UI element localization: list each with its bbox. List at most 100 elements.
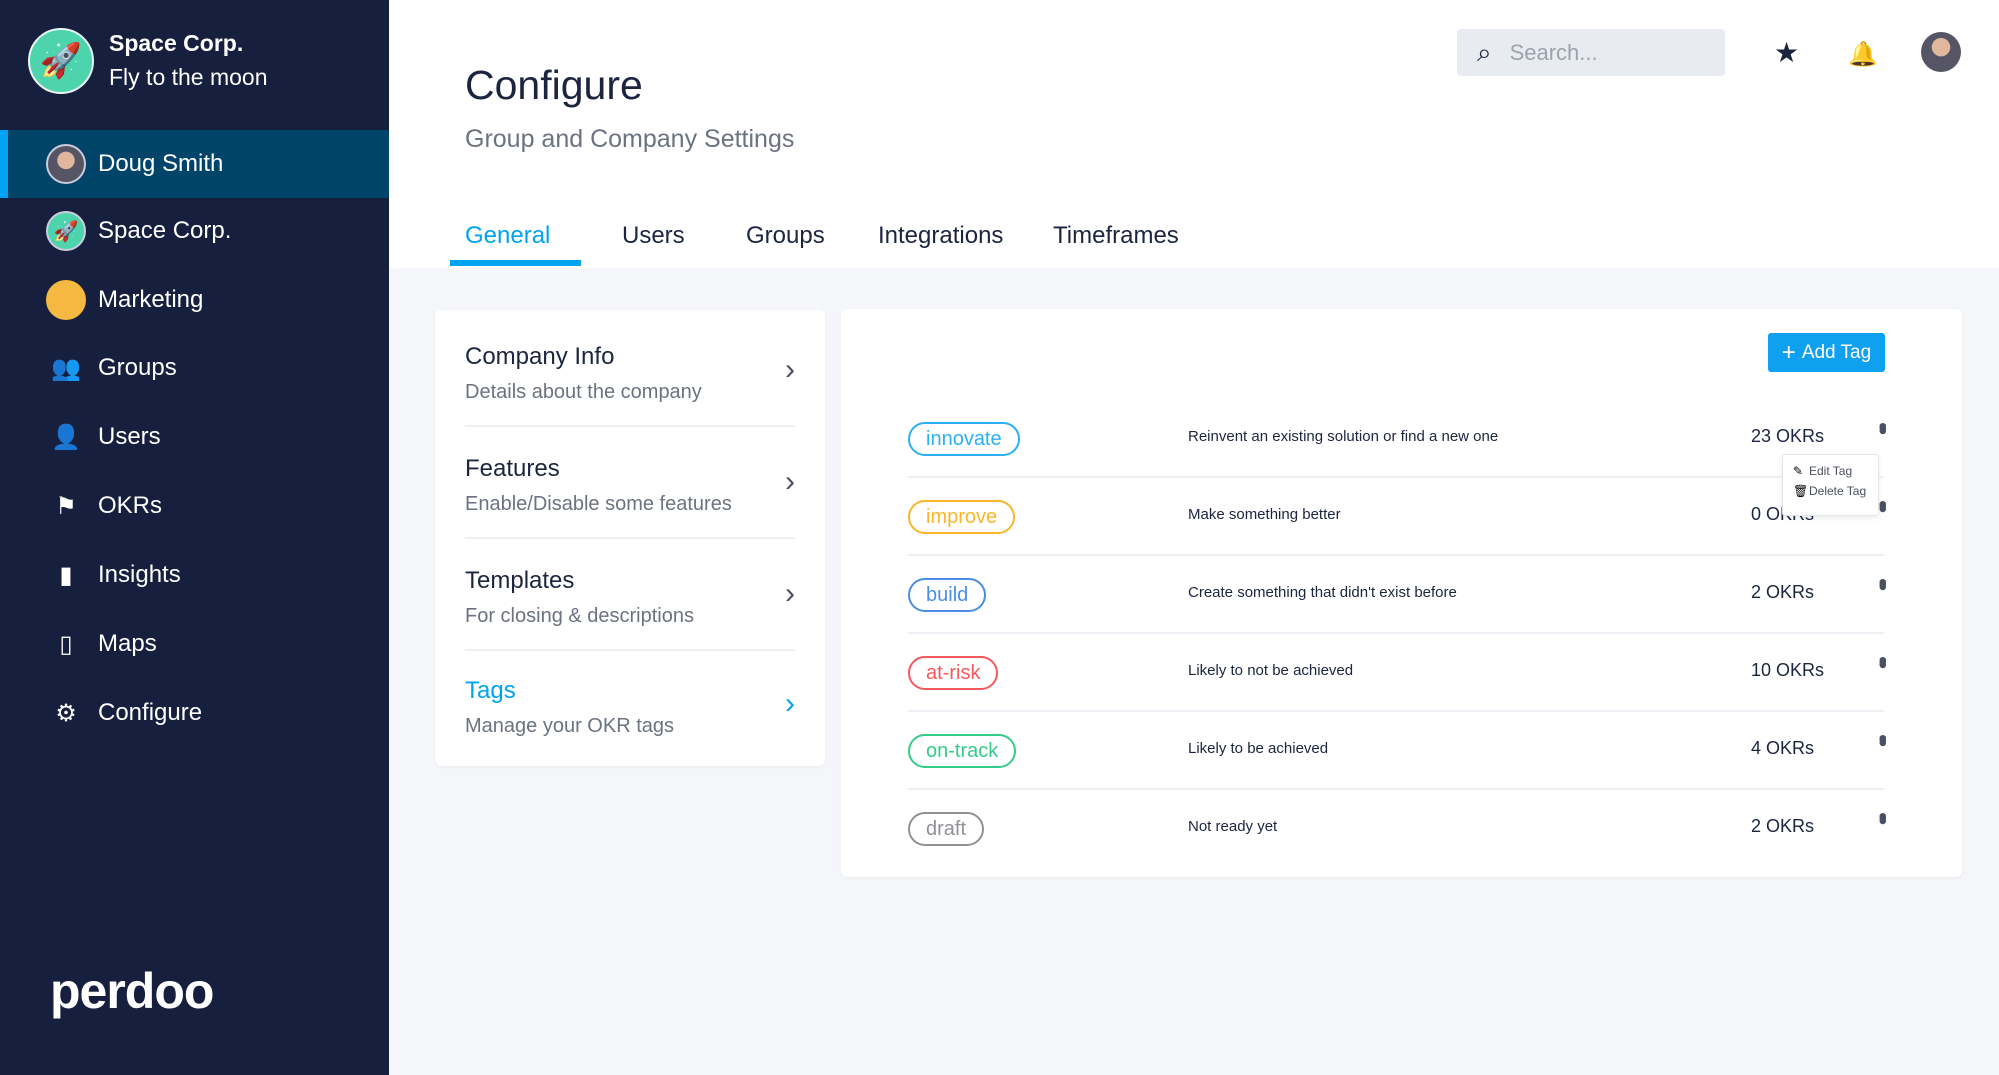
sidebar-item-maps[interactable]: ▯ Maps — [0, 610, 389, 678]
sidebar-item-label: OKRs — [98, 492, 163, 519]
settings-item-subtitle: Manage your OKR tags — [465, 715, 674, 737]
sidebar-item-label: Maps — [98, 630, 157, 657]
tag-pill[interactable]: draft — [908, 812, 985, 846]
sidebar-item-configure[interactable]: ⚙ Configure — [0, 679, 389, 747]
tag-row: improve Make something better 0 OKRs ••• — [908, 478, 1896, 556]
sidebar-item-okrs[interactable]: ⚑ OKRs — [0, 472, 389, 540]
more-options-icon[interactable]: ••• — [1869, 578, 1896, 586]
sidebar: 🚀 Space Corp. Fly to the moon Doug Smith… — [0, 0, 389, 1075]
tab-users[interactable]: Users — [622, 222, 685, 249]
settings-item-company-info[interactable]: Company Info Details about the company › — [465, 315, 795, 427]
settings-item-title: Features — [465, 455, 560, 482]
menu-label: Edit Tag — [1809, 464, 1853, 478]
tag-description: Likely to be achieved — [1188, 740, 1329, 757]
more-options-icon[interactable]: ••• — [1869, 656, 1896, 664]
tag-row: build Create something that didn't exist… — [908, 556, 1896, 634]
tags-panel: + Add Tag innovate Reinvent an existing … — [841, 309, 1962, 877]
tag-okr-count[interactable]: 10 OKRs — [1751, 660, 1825, 680]
trash-icon: 🗑 — [1793, 484, 1809, 498]
groups-icon: 👥 — [51, 354, 81, 382]
tag-description: Reinvent an existing solution or find a … — [1188, 428, 1499, 445]
add-tag-label: Add Tag — [1801, 341, 1872, 363]
sidebar-item-label: Insights — [98, 561, 181, 588]
tag-row: at-risk Likely to not be achieved 10 OKR… — [908, 634, 1896, 712]
tab-integrations[interactable]: Integrations — [878, 222, 1004, 249]
org-name: Space Corp. — [109, 30, 244, 56]
team-avatar-icon — [46, 280, 86, 320]
plus-icon: + — [1781, 338, 1796, 366]
settings-item-title: Tags — [465, 677, 516, 704]
avatar — [46, 144, 86, 184]
settings-item-subtitle: Enable/Disable some features — [465, 493, 732, 515]
tab-timeframes[interactable]: Timeframes — [1053, 222, 1179, 249]
sidebar-item-label: Users — [98, 423, 161, 450]
sidebar-item-label: Configure — [98, 699, 203, 726]
settings-item-templates[interactable]: Templates For closing & descriptions › — [465, 539, 795, 651]
tag-description: Make something better — [1188, 506, 1341, 523]
bar-chart-icon: ▮ — [59, 561, 73, 589]
sidebar-item-space-corp[interactable]: 🚀 Space Corp. — [0, 197, 389, 265]
tab-general[interactable]: General — [465, 222, 551, 249]
sidebar-item-doug-smith[interactable]: Doug Smith — [0, 130, 389, 198]
tag-description: Likely to not be achieved — [1188, 662, 1354, 679]
chevron-right-icon: › — [785, 577, 795, 610]
map-icon: ▯ — [59, 630, 73, 658]
sidebar-item-label: Groups — [98, 354, 177, 381]
settings-menu: Company Info Details about the company ›… — [435, 310, 825, 766]
chevron-right-icon: › — [785, 353, 795, 386]
menu-label: Delete Tag — [1809, 484, 1867, 498]
search-placeholder: Search... — [1509, 39, 1598, 65]
flag-icon: ⚑ — [55, 492, 77, 520]
more-options-icon[interactable]: ••• — [1869, 422, 1896, 430]
page-title: Configure — [465, 62, 643, 108]
tag-context-menu: ✎ Edit Tag 🗑 Delete Tag — [1782, 454, 1879, 516]
user-avatar[interactable] — [1921, 32, 1961, 72]
sidebar-item-users[interactable]: 👤 Users — [0, 403, 389, 471]
tag-pill[interactable]: innovate — [908, 422, 1020, 456]
tag-pill[interactable]: build — [908, 578, 987, 612]
active-tab-indicator — [450, 260, 581, 266]
settings-item-features[interactable]: Features Enable/Disable some features › — [465, 427, 795, 539]
chevron-right-icon: › — [785, 465, 795, 498]
search-icon: ⌕ — [1477, 36, 1492, 67]
tag-okr-count[interactable]: 2 OKRs — [1751, 816, 1815, 836]
org-tagline: Fly to the moon — [109, 64, 268, 90]
more-options-icon[interactable]: ••• — [1869, 500, 1896, 508]
search-input[interactable]: ⌕ Search... — [1457, 29, 1725, 76]
gear-icon: ⚙ — [55, 699, 77, 727]
tag-description: Not ready yet — [1188, 818, 1278, 835]
tag-row: draft Not ready yet 2 OKRs ••• — [908, 790, 1896, 868]
delete-tag-menu-item[interactable]: 🗑 Delete Tag — [1783, 481, 1878, 501]
tag-okr-count[interactable]: 2 OKRs — [1751, 582, 1815, 602]
settings-item-tags[interactable]: Tags Manage your OKR tags › — [465, 649, 795, 761]
sidebar-item-insights[interactable]: ▮ Insights — [0, 541, 389, 609]
sidebar-item-groups[interactable]: 👥 Groups — [0, 334, 389, 402]
tag-pill[interactable]: on-track — [908, 734, 1017, 768]
more-options-icon[interactable]: ••• — [1869, 812, 1896, 820]
sidebar-item-marketing[interactable]: Marketing — [0, 266, 389, 334]
user-icon: 👤 — [51, 423, 81, 451]
pencil-icon: ✎ — [1793, 464, 1804, 478]
tag-description: Create something that didn't exist befor… — [1188, 584, 1457, 601]
tag-pill[interactable]: at-risk — [908, 656, 999, 690]
settings-item-title: Company Info — [465, 343, 615, 370]
tag-row: innovate Reinvent an existing solution o… — [908, 400, 1896, 478]
header: Configure Group and Company Settings Gen… — [389, 0, 1999, 268]
star-icon[interactable]: ★ — [1774, 37, 1800, 68]
settings-item-subtitle: For closing & descriptions — [465, 605, 694, 627]
add-tag-button[interactable]: + Add Tag — [1768, 333, 1885, 372]
chevron-right-icon: › — [785, 687, 795, 720]
more-options-icon[interactable]: ••• — [1869, 734, 1896, 742]
tag-okr-count[interactable]: 4 OKRs — [1751, 738, 1815, 758]
edit-tag-menu-item[interactable]: ✎ Edit Tag — [1783, 461, 1878, 481]
tag-pill[interactable]: improve — [908, 500, 1016, 534]
settings-item-subtitle: Details about the company — [465, 381, 702, 403]
page-subtitle: Group and Company Settings — [465, 125, 795, 153]
settings-item-title: Templates — [465, 567, 575, 594]
sidebar-item-label: Doug Smith — [98, 150, 224, 177]
rocket-logo-icon: 🚀 — [28, 28, 94, 94]
tab-groups[interactable]: Groups — [746, 222, 825, 249]
tag-okr-count[interactable]: 23 OKRs — [1751, 426, 1825, 446]
sidebar-item-label: Marketing — [98, 286, 204, 313]
bell-icon[interactable]: 🔔 — [1848, 41, 1878, 68]
